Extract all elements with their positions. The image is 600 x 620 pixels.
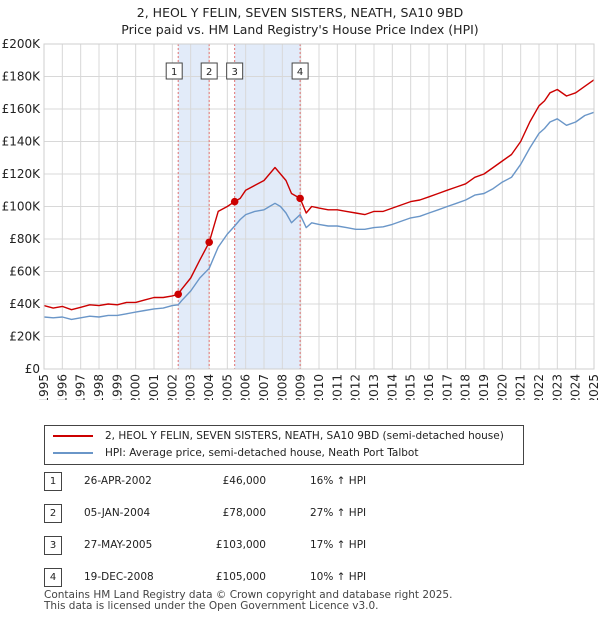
y-tick-label: £80K <box>9 232 41 246</box>
legend-label-property: 2, HEOL Y FELIN, SEVEN SISTERS, NEATH, S… <box>105 430 504 442</box>
sale-date: 19-DEC-2008 <box>84 571 154 583</box>
x-tick-label: 2001 <box>147 374 161 400</box>
x-tick-label: 2005 <box>220 374 234 400</box>
sale-marker-box <box>200 62 218 80</box>
x-tick-label: 2006 <box>239 374 253 400</box>
y-tick-label: £40K <box>9 297 41 311</box>
sale-row: 4 19-DEC-2008 £105,000 10% ↑ HPI <box>44 566 584 588</box>
x-tick-label: 2021 <box>514 374 528 400</box>
x-tick-label: 2013 <box>367 374 381 400</box>
x-tick-label: 2015 <box>404 374 418 400</box>
x-tick-label: 2020 <box>495 374 509 400</box>
hpi-line <box>43 111 595 321</box>
sale-point <box>205 238 213 247</box>
x-tick-label: 1998 <box>92 374 106 400</box>
x-tick-label: 1999 <box>110 374 124 400</box>
sale-hpi-change: 17% ↑ HPI <box>310 539 367 551</box>
y-tick-label: £20K <box>9 330 41 344</box>
chart-title: 2, HEOL Y FELIN, SEVEN SISTERS, NEATH, S… <box>0 4 600 38</box>
sale-price: £105,000 <box>215 571 266 583</box>
title-line-2: Price paid vs. HM Land Registry's House … <box>121 22 479 37</box>
x-tick-label: 2010 <box>312 374 326 400</box>
price-chart: 1 2 3 4 £0 £20K £40K £60K £80K £100K £120K £140K £16… <box>2 37 600 400</box>
x-tick-label: 2004 <box>202 374 216 400</box>
footer-attribution: Contains HM Land Registry data © Crown c… <box>44 590 452 612</box>
legend-label-hpi: HPI: Average price, semi-detached house,… <box>105 447 419 459</box>
x-tick-label: 2016 <box>422 374 436 400</box>
legend-item-hpi: HPI: Average price, semi-detached house,… <box>53 445 418 461</box>
x-tick-label: 2024 <box>569 374 583 400</box>
x-tick-label: 2025 <box>587 374 600 400</box>
legend-swatch-hpi <box>53 452 93 454</box>
x-tick-label: 2007 <box>257 374 271 400</box>
x-tick-label: 2002 <box>165 374 179 400</box>
x-tick-label: 2000 <box>129 374 143 400</box>
y-tick-label: £180K <box>2 70 42 84</box>
x-tick-label: 2019 <box>477 374 491 400</box>
sale-marker-box <box>165 62 183 80</box>
y-tick-label: £0 <box>25 362 40 376</box>
sale-row: 3 27-MAY-2005 £103,000 17% ↑ HPI <box>44 534 584 556</box>
sale-hpi-change: 10% ↑ HPI <box>310 571 367 583</box>
sale-marker-label: 1 <box>171 67 177 78</box>
x-tick-label: 2011 <box>330 374 344 400</box>
footer-line-2: This data is licensed under the Open Gov… <box>44 600 379 612</box>
legend: 2, HEOL Y FELIN, SEVEN SISTERS, NEATH, S… <box>44 425 524 465</box>
legend-item-property: 2, HEOL Y FELIN, SEVEN SISTERS, NEATH, S… <box>53 428 504 444</box>
legend-swatch-property <box>53 435 93 437</box>
x-tick-label: 1995 <box>37 374 51 400</box>
x-tick-label: 2018 <box>459 374 473 400</box>
y-tick-label: £100K <box>2 200 42 214</box>
sale-marker-label: 2 <box>206 67 212 78</box>
x-tick-label: 2012 <box>349 374 363 400</box>
y-tick-label: £60K <box>9 265 41 279</box>
y-tick-label: £140K <box>2 135 42 149</box>
sale-price: £46,000 <box>222 475 266 487</box>
title-line-1: 2, HEOL Y FELIN, SEVEN SISTERS, NEATH, S… <box>136 5 464 20</box>
sale-hpi-change: 16% ↑ HPI <box>310 475 367 487</box>
y-tick-label: £160K <box>2 102 42 116</box>
footer-line-1: Contains HM Land Registry data © Crown c… <box>44 589 453 601</box>
x-tick-label: 2003 <box>184 374 198 400</box>
x-tick-label: 1997 <box>74 374 88 400</box>
sale-number-badge: 2 <box>44 504 62 523</box>
sale-marker-box <box>291 62 309 80</box>
sale-point <box>230 197 239 206</box>
sale-date: 27-MAY-2005 <box>84 539 153 551</box>
sale-date: 26-APR-2002 <box>84 475 152 487</box>
x-tick-label: 2022 <box>532 374 546 400</box>
sale-row: 2 05-JAN-2004 £78,000 27% ↑ HPI <box>44 502 584 524</box>
y-tick-label: £120K <box>2 167 42 181</box>
x-tick-label: 2008 <box>275 374 289 400</box>
sale-hpi-change: 27% ↑ HPI <box>310 507 367 519</box>
x-tick-label: 2014 <box>385 374 399 400</box>
sale-number-badge: 1 <box>44 472 62 491</box>
sale-price: £78,000 <box>222 507 266 519</box>
sale-marker-label: 3 <box>231 67 237 78</box>
sale-number-badge: 4 <box>44 568 62 587</box>
sale-point <box>296 194 304 203</box>
sale-marker-label: 4 <box>297 67 303 78</box>
sale-number-badge: 3 <box>44 536 62 555</box>
x-tick-label: 2023 <box>550 374 564 400</box>
sale-row: 1 26-APR-2002 £46,000 16% ↑ HPI <box>44 470 584 492</box>
x-tick-label: 2017 <box>440 374 454 400</box>
sale-price: £103,000 <box>215 539 266 551</box>
sale-point <box>174 290 182 299</box>
x-tick-label: 2009 <box>294 374 308 400</box>
x-tick-label: 1996 <box>55 374 69 400</box>
sale-marker-box <box>226 62 244 80</box>
plot-frame <box>43 43 595 370</box>
sale-date: 05-JAN-2004 <box>84 507 151 519</box>
y-tick-label: £200K <box>2 37 42 51</box>
property-price-line <box>43 79 595 311</box>
